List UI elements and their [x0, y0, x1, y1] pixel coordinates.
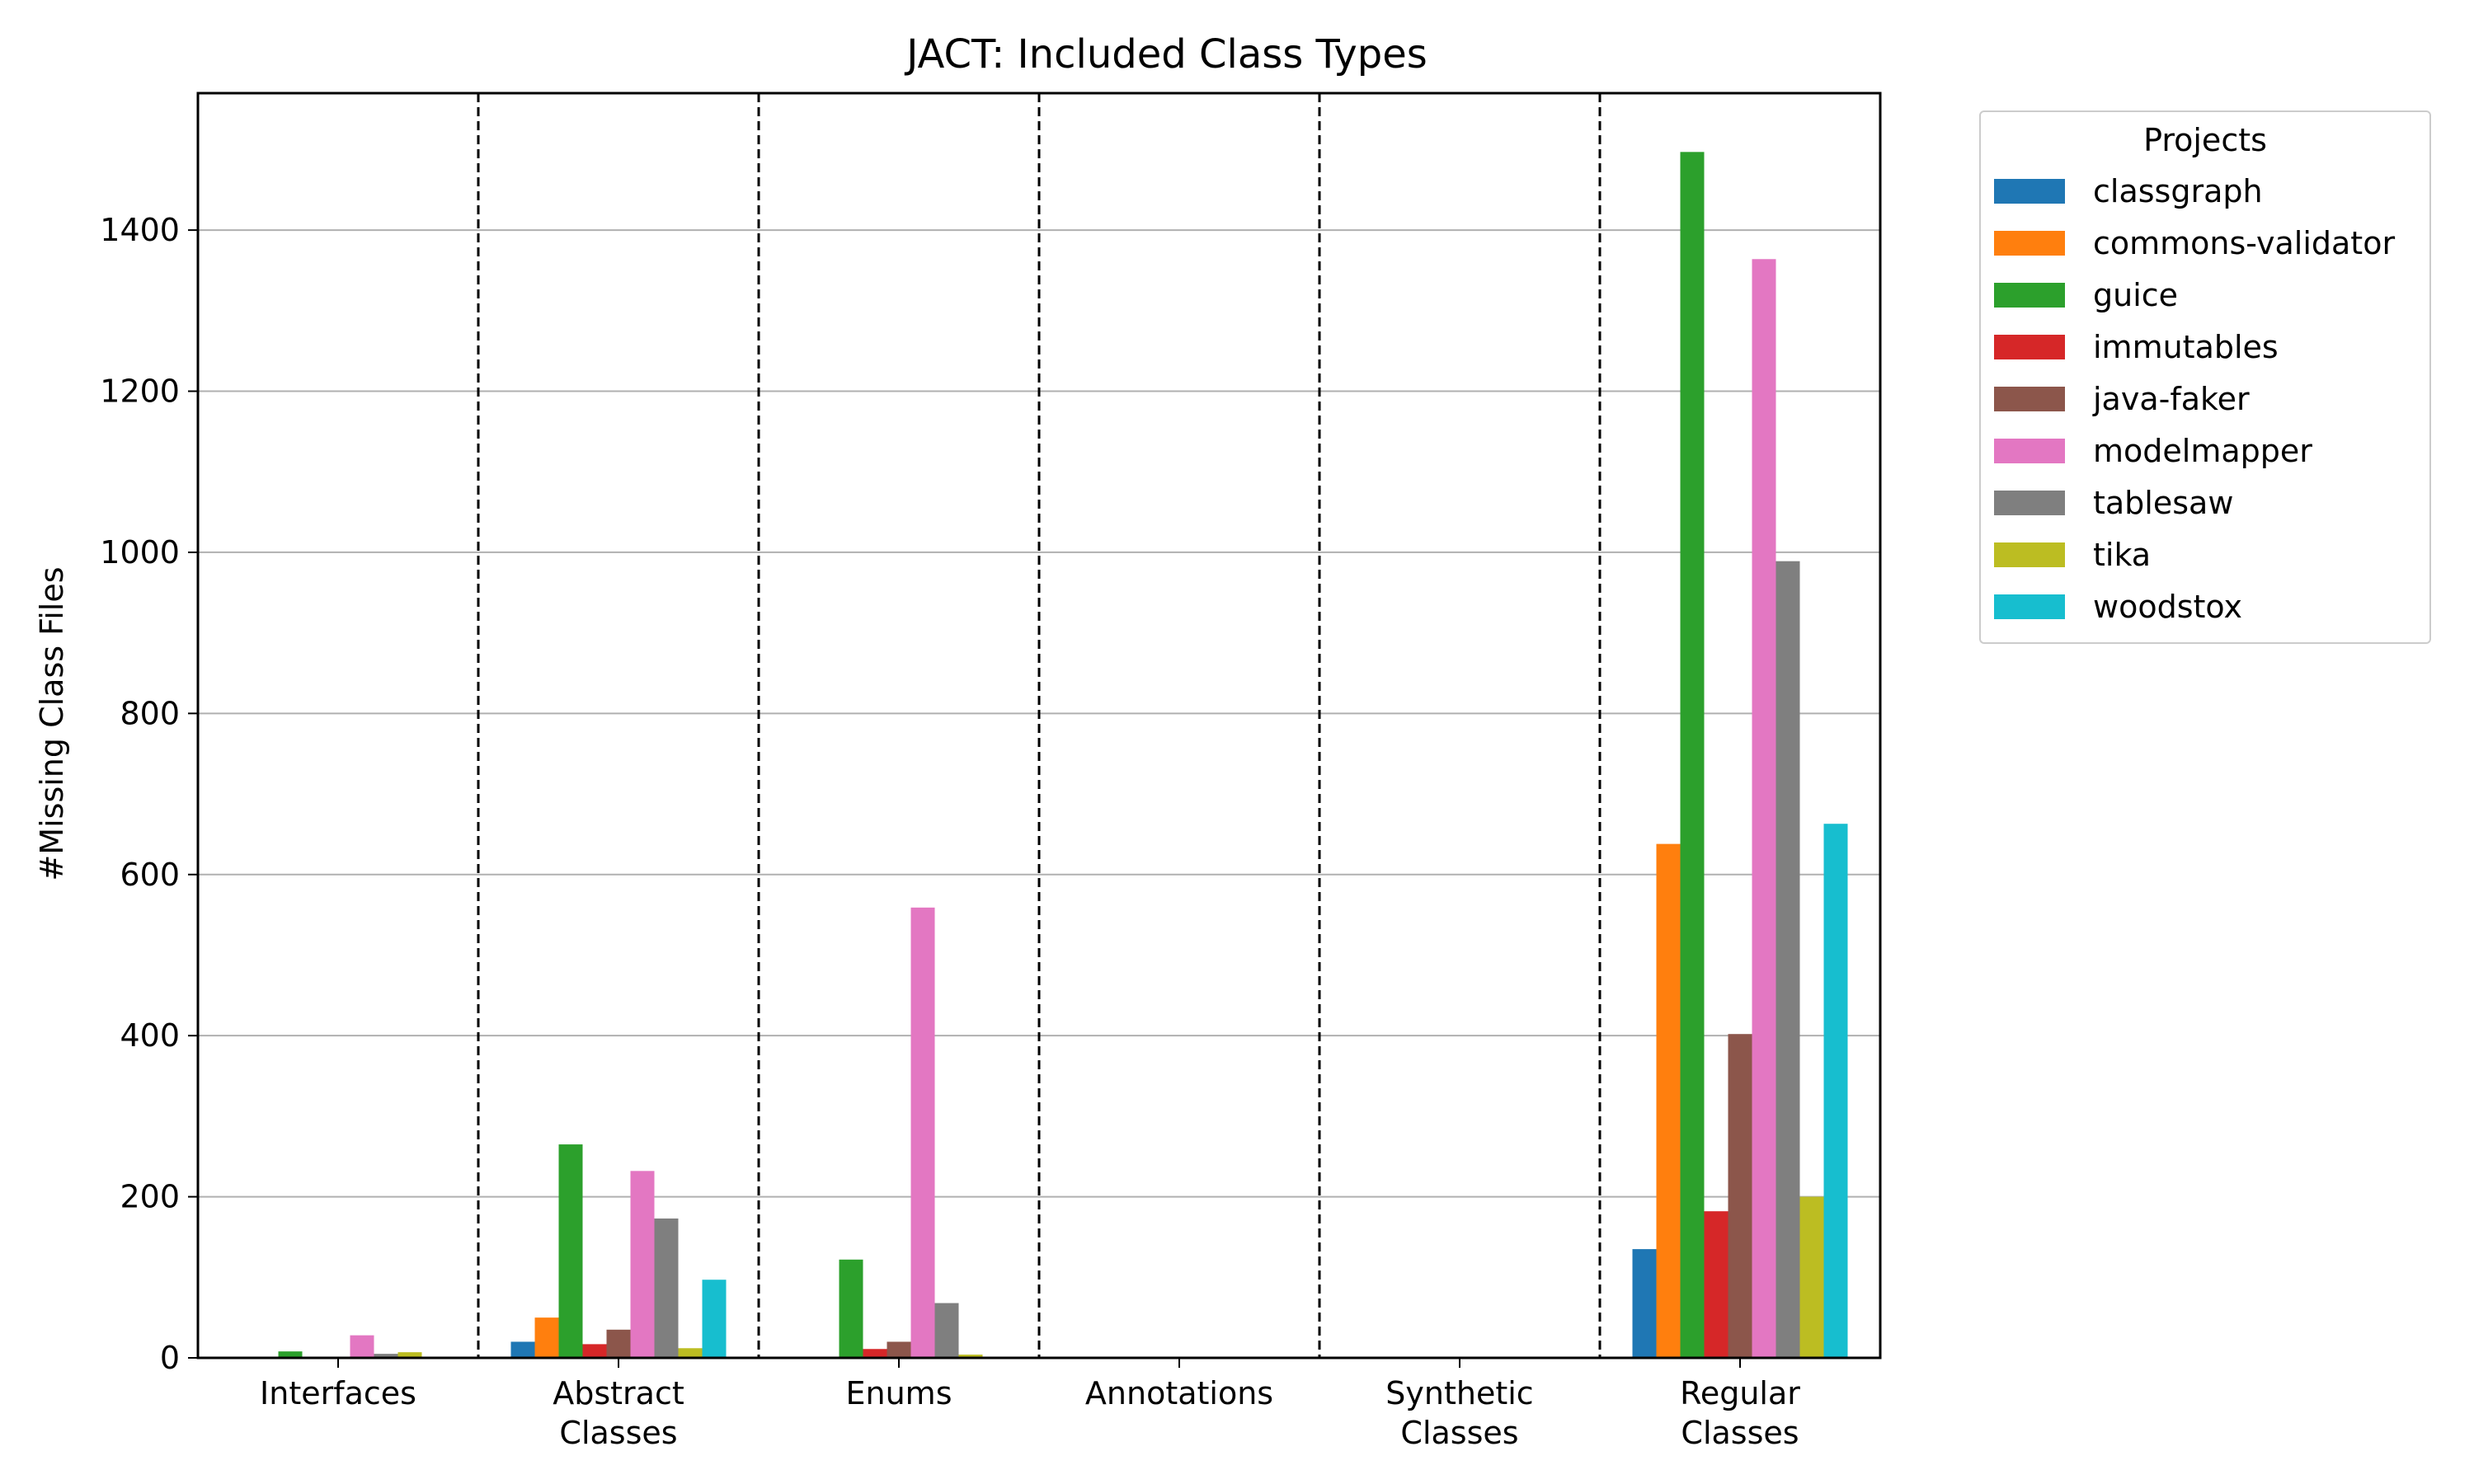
legend-swatch: [1994, 334, 2065, 359]
bar-tablesaw: [374, 1354, 398, 1358]
legend-label: java-faker: [2093, 380, 2250, 417]
bar-tika: [1799, 1196, 1824, 1358]
bar-modelmapper: [1752, 259, 1776, 1359]
bar-commons-validator: [534, 1317, 559, 1358]
y-axis-label: #Missing Class Files: [34, 566, 70, 881]
legend-item-java-faker: java-faker: [1981, 373, 2429, 425]
bar-immutables: [1704, 1211, 1729, 1358]
bar-tablesaw: [1776, 561, 1800, 1358]
x-tick-label: Enums: [846, 1375, 952, 1411]
bar-tablesaw: [654, 1218, 679, 1358]
plot-frame: [196, 92, 1882, 1360]
bar-guice: [278, 1351, 303, 1358]
legend-title: Projects: [2143, 122, 2267, 158]
y-tick-label: 1200: [100, 373, 180, 410]
bar-modelmapper: [630, 1171, 655, 1358]
legend-label: guice: [2093, 276, 2179, 313]
separator-layer: [477, 93, 1602, 1358]
bar-classgraph: [510, 1341, 535, 1358]
y-tick-label: 200: [120, 1179, 180, 1215]
legend-item-modelmapper: modelmapper: [1981, 425, 2429, 477]
legend-items: classgraph commons-validator guice immutabl…: [1981, 165, 2429, 632]
legend-swatch: [1994, 230, 2065, 256]
legend-swatch: [1994, 178, 2065, 204]
x-tick-label: Interfaces: [260, 1375, 416, 1411]
bar-modelmapper: [910, 907, 935, 1358]
bar-java-faker: [1728, 1034, 1752, 1358]
legend-label: modelmapper: [2093, 432, 2312, 469]
bar-tablesaw: [934, 1303, 959, 1358]
legend-label: immutables: [2093, 328, 2279, 365]
y-tick-label: 600: [120, 857, 180, 893]
legend-swatch: [1994, 490, 2065, 515]
axis-layer: 0 200 400 600 800 1000 1200 1400 Interfaces Abstr…: [100, 92, 1882, 1451]
y-tick-label: 400: [120, 1017, 180, 1054]
legend-swatch: [1994, 542, 2065, 567]
legend-label: commons-validator: [2093, 224, 2396, 261]
x-tick-label: Regular Classes: [1680, 1375, 1800, 1451]
bar-woodstox: [702, 1280, 727, 1358]
bar-guice: [839, 1259, 863, 1358]
bar-java-faker: [887, 1341, 911, 1358]
x-tick-label: Synthetic Classes: [1385, 1375, 1533, 1451]
legend-item-guice: guice: [1981, 269, 2429, 321]
legend-item-woodstox: woodstox: [1981, 580, 2429, 632]
legend-item-immutables: immutables: [1981, 321, 2429, 373]
legend-swatch: [1994, 438, 2065, 463]
bar-tika: [678, 1348, 703, 1358]
bar-tika: [397, 1352, 422, 1358]
legend-swatch: [1994, 386, 2065, 411]
y-tick-label: 0: [160, 1340, 180, 1376]
legend-item-tablesaw: tablesaw: [1981, 477, 2429, 528]
y-tick-label: 1000: [100, 534, 180, 571]
bar-immutables: [582, 1344, 607, 1358]
legend-label: classgraph: [2093, 172, 2263, 209]
legend-label: tika: [2093, 536, 2152, 573]
legend-item-classgraph: classgraph: [1981, 165, 2429, 217]
bar-woodstox: [1823, 824, 1848, 1358]
bar-modelmapper: [350, 1335, 374, 1358]
bar-tika: [958, 1355, 983, 1358]
bar-immutables: [863, 1349, 887, 1358]
bar-guice: [558, 1144, 583, 1358]
bar-java-faker: [606, 1329, 631, 1358]
legend-swatch: [1994, 282, 2065, 308]
legend-item-tika: tika: [1981, 528, 2429, 580]
bar-classgraph: [1632, 1249, 1657, 1358]
bar-guice: [1680, 152, 1705, 1358]
y-tick-label: 1400: [100, 212, 180, 248]
legend-swatch: [1994, 594, 2065, 619]
bar-commons-validator: [1656, 843, 1681, 1358]
legend-label: woodstox: [2093, 588, 2242, 625]
x-tick-label: Abstract Classes: [553, 1375, 684, 1451]
legend-label: tablesaw: [2093, 484, 2234, 521]
y-tick-label: 800: [120, 695, 180, 731]
chart-title: JACT: Included Class Types: [904, 31, 1427, 77]
x-tick-label: Annotations: [1085, 1375, 1273, 1411]
legend-item-commons-validator: commons-validator: [1981, 217, 2429, 269]
legend: Projects classgraph commons-validator guic…: [1979, 110, 2431, 644]
bar-layer: [278, 152, 1848, 1359]
